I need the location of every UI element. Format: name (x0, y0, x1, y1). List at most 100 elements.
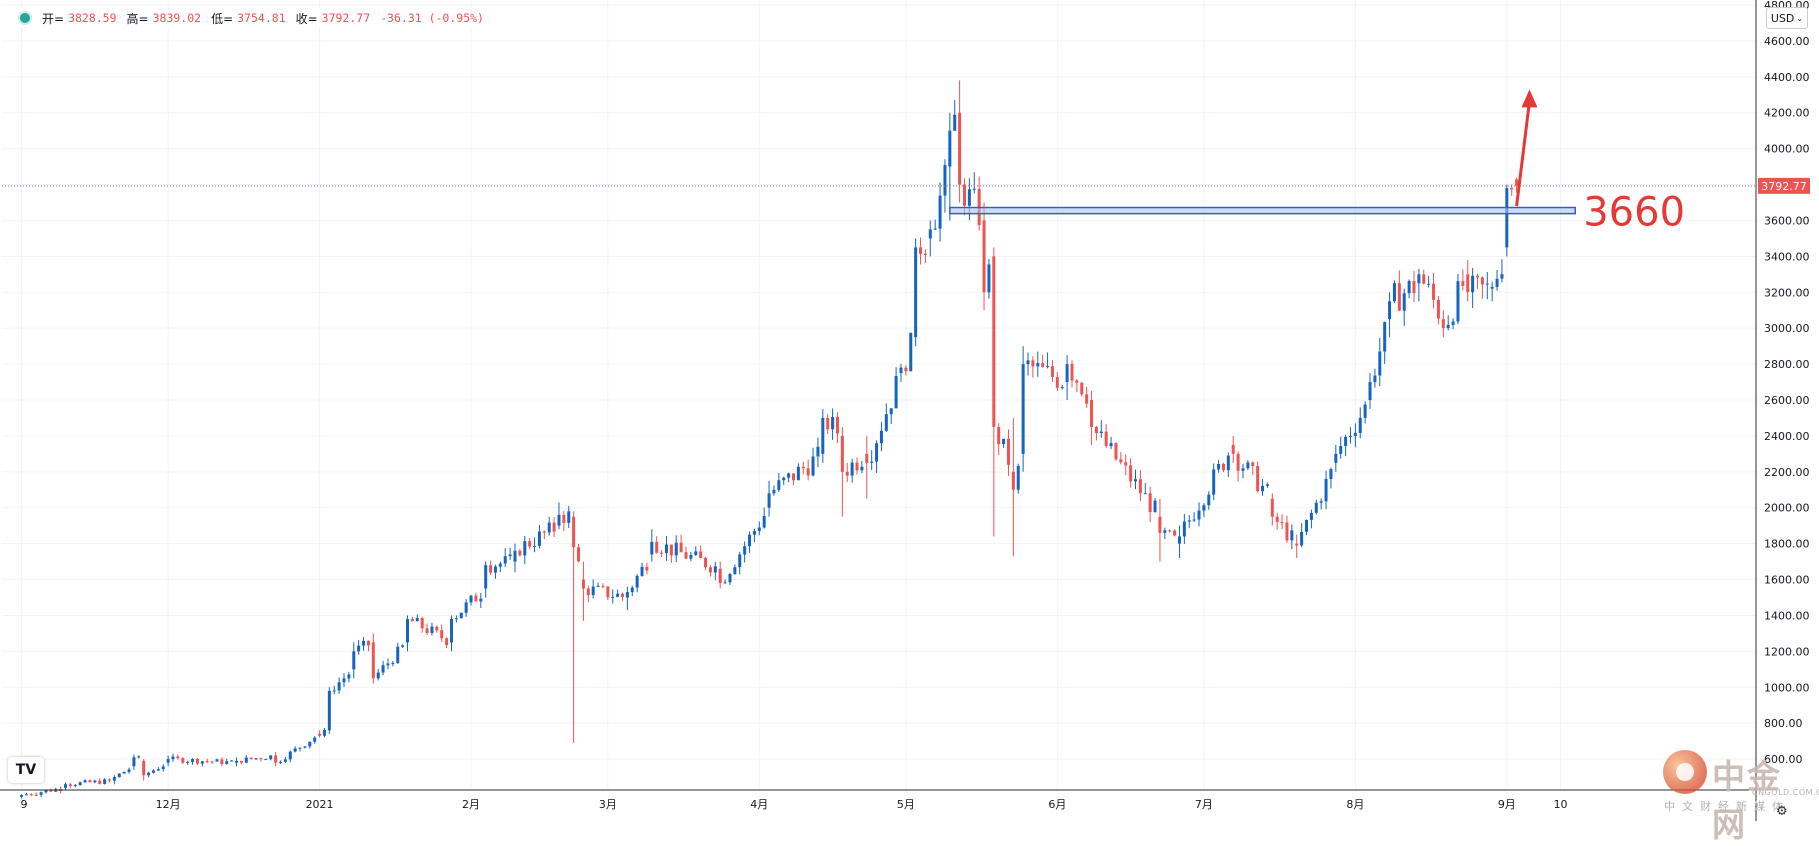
candle-body (303, 746, 307, 748)
axes: 4800.004600.004400.004200.004000.003800.… (0, 0, 1810, 821)
candle-body (1490, 286, 1494, 289)
candle-body (1480, 277, 1484, 285)
y-tick-label: 1800.00 (1764, 538, 1810, 551)
candle-body (938, 195, 942, 229)
last-price-label: 3792.77 (1761, 180, 1807, 193)
candle-body (1226, 455, 1230, 471)
candle-body (1065, 364, 1069, 383)
candle-body (122, 771, 126, 774)
y-tick-label: 2400.00 (1764, 430, 1810, 443)
candle-body (919, 247, 923, 254)
candle-body (547, 522, 551, 533)
candle-body (1094, 426, 1098, 434)
candle-body (1016, 466, 1020, 490)
candle-body (332, 690, 336, 692)
symbol-status-icon[interactable] (20, 13, 30, 23)
y-tick-label: 3000.00 (1764, 322, 1810, 335)
candle-body (508, 554, 512, 557)
candle-body (914, 247, 918, 338)
open-value: 3828.59 (68, 11, 117, 25)
candle-body (1124, 462, 1128, 466)
candle-body (801, 466, 805, 469)
candle-body (718, 568, 722, 584)
candle-body (1114, 443, 1118, 460)
candle-body (723, 582, 727, 584)
candle-body (293, 748, 297, 752)
candle-body (195, 758, 199, 764)
candle-body (1021, 364, 1025, 454)
candle-body (674, 542, 678, 556)
candle-body (1319, 501, 1323, 503)
candle-body (953, 114, 957, 131)
currency-selector[interactable]: USD ⌄ (1766, 7, 1808, 29)
candle-body (767, 493, 771, 508)
candle-body (235, 760, 239, 763)
candle-body (49, 790, 53, 792)
candle-body (1143, 493, 1147, 495)
candle-body (1138, 479, 1142, 494)
candle-body (415, 617, 419, 622)
candle-body (860, 466, 864, 471)
candle-body (362, 640, 366, 646)
tradingview-logo[interactable]: TV (8, 757, 44, 783)
candle-body (562, 514, 566, 523)
candle-body (132, 757, 136, 767)
candle-body (1070, 364, 1074, 381)
candle-body (347, 674, 351, 679)
candle-body (264, 759, 268, 761)
x-tick-label: 10 (1554, 798, 1568, 811)
candle-body (1373, 375, 1377, 383)
candle-body (1432, 283, 1436, 300)
candle-body (1280, 521, 1284, 523)
candle-body (1505, 188, 1509, 248)
candle-body (1236, 453, 1240, 471)
candle-body (381, 665, 385, 673)
candle-body (371, 642, 375, 679)
watermark-logo-icon (1663, 750, 1707, 794)
y-tick-label: 1600.00 (1764, 574, 1810, 587)
candle-body (782, 477, 786, 481)
candle-body (933, 228, 937, 230)
candle-body (1397, 283, 1401, 311)
candle-body (20, 795, 24, 797)
candle-body (948, 130, 952, 167)
candle-body (1275, 516, 1279, 522)
settings-gear-icon[interactable]: ⚙ (1776, 804, 1788, 819)
candle-body (430, 626, 434, 633)
candle-body (435, 626, 439, 631)
watermark: 中金网 CNGOLD.COM.CN 中文财经新媒体 (1660, 748, 1819, 844)
candle-body (449, 619, 453, 643)
candle-body (29, 794, 33, 796)
candle-body (386, 663, 390, 666)
candle-body (1314, 502, 1318, 513)
candle-body (503, 556, 507, 564)
high-value: 3839.02 (152, 11, 202, 25)
chart-canvas[interactable]: 3660 4800.004600.004400.004200.004000.00… (0, 0, 1819, 821)
chevron-down-icon: ⌄ (1796, 13, 1804, 23)
candle-body (992, 256, 996, 427)
candle-body (616, 593, 620, 597)
candle-body (704, 557, 708, 568)
support-level-label: 3660 (1583, 190, 1685, 236)
candle-body (816, 446, 820, 457)
candle-body (963, 184, 967, 206)
y-tick-label: 1400.00 (1764, 609, 1810, 622)
candle-body (498, 563, 502, 567)
candle-body (958, 112, 962, 185)
candle-body (1129, 465, 1133, 482)
candle-body (923, 253, 927, 255)
candle-body (1026, 360, 1030, 365)
price-chart[interactable]: 3660 4800.00 4600.00 4400.00 4200.00 4000.00… (0, 0, 1819, 821)
candle-body (1265, 484, 1269, 486)
candle-body (1436, 299, 1440, 319)
arrow-up-icon (1521, 89, 1538, 108)
candle-body (943, 165, 947, 196)
candle-body (1446, 324, 1450, 329)
candle-body (1309, 512, 1313, 520)
close-label: 收= (295, 11, 318, 26)
candle-body (489, 565, 493, 573)
candle-body (269, 755, 273, 760)
candle-body (533, 545, 537, 547)
candle-body (142, 760, 146, 776)
candle-body (1080, 382, 1084, 395)
